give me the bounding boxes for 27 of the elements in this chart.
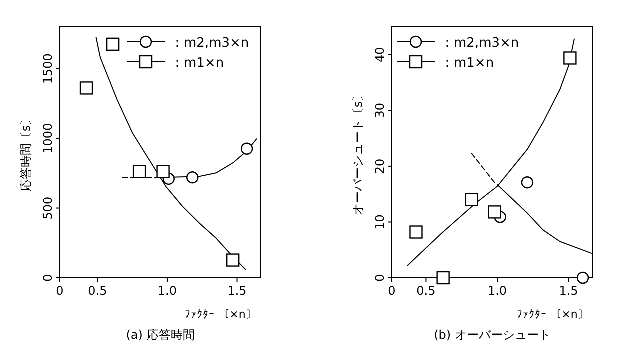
x-tick-label: 0	[56, 284, 64, 298]
legend-label: ：m1×n	[171, 56, 224, 71]
legend-label: ：m2,m3×n	[171, 36, 250, 51]
text: (a) 応答時間	[126, 328, 195, 342]
y-tick-label: 1000	[41, 123, 55, 154]
y-tick-label: 0	[41, 274, 55, 282]
x-tick-label: 1.5	[559, 284, 578, 298]
x-tick-label: 1.0	[158, 284, 178, 298]
x-tick-label: 0.5	[416, 284, 436, 298]
y-tick-label: 10	[373, 214, 387, 230]
y-tick-label: 0	[373, 274, 387, 282]
x-tick-label: 0.5	[88, 284, 108, 298]
y-axis-title: オーバーシュート〔s〕	[351, 89, 365, 216]
x-axis-title: ﾌｧｸﾀｰ 〔×n〕	[185, 308, 257, 321]
x-tick-label: 1.5	[228, 284, 247, 298]
y-tick-label: 30	[373, 103, 387, 118]
y-tick-label: 40	[373, 47, 387, 63]
y-tick-label: 20	[373, 158, 387, 174]
y-axis-title: 応答時間〔s〕	[19, 113, 33, 192]
x-axis-title: ﾌｧｸﾀｰ 〔×n〕	[517, 308, 589, 321]
legend-label: ：m1×n	[441, 56, 494, 71]
text: (b) オーバーシュート	[434, 328, 551, 342]
legend-label: ：m2,m3×n	[441, 36, 520, 51]
y-tick-label: 1500	[41, 54, 55, 84]
y-tick-label: 500	[41, 196, 55, 220]
x-tick-label: 0	[388, 284, 396, 298]
x-tick-label: 1.0	[488, 284, 508, 298]
